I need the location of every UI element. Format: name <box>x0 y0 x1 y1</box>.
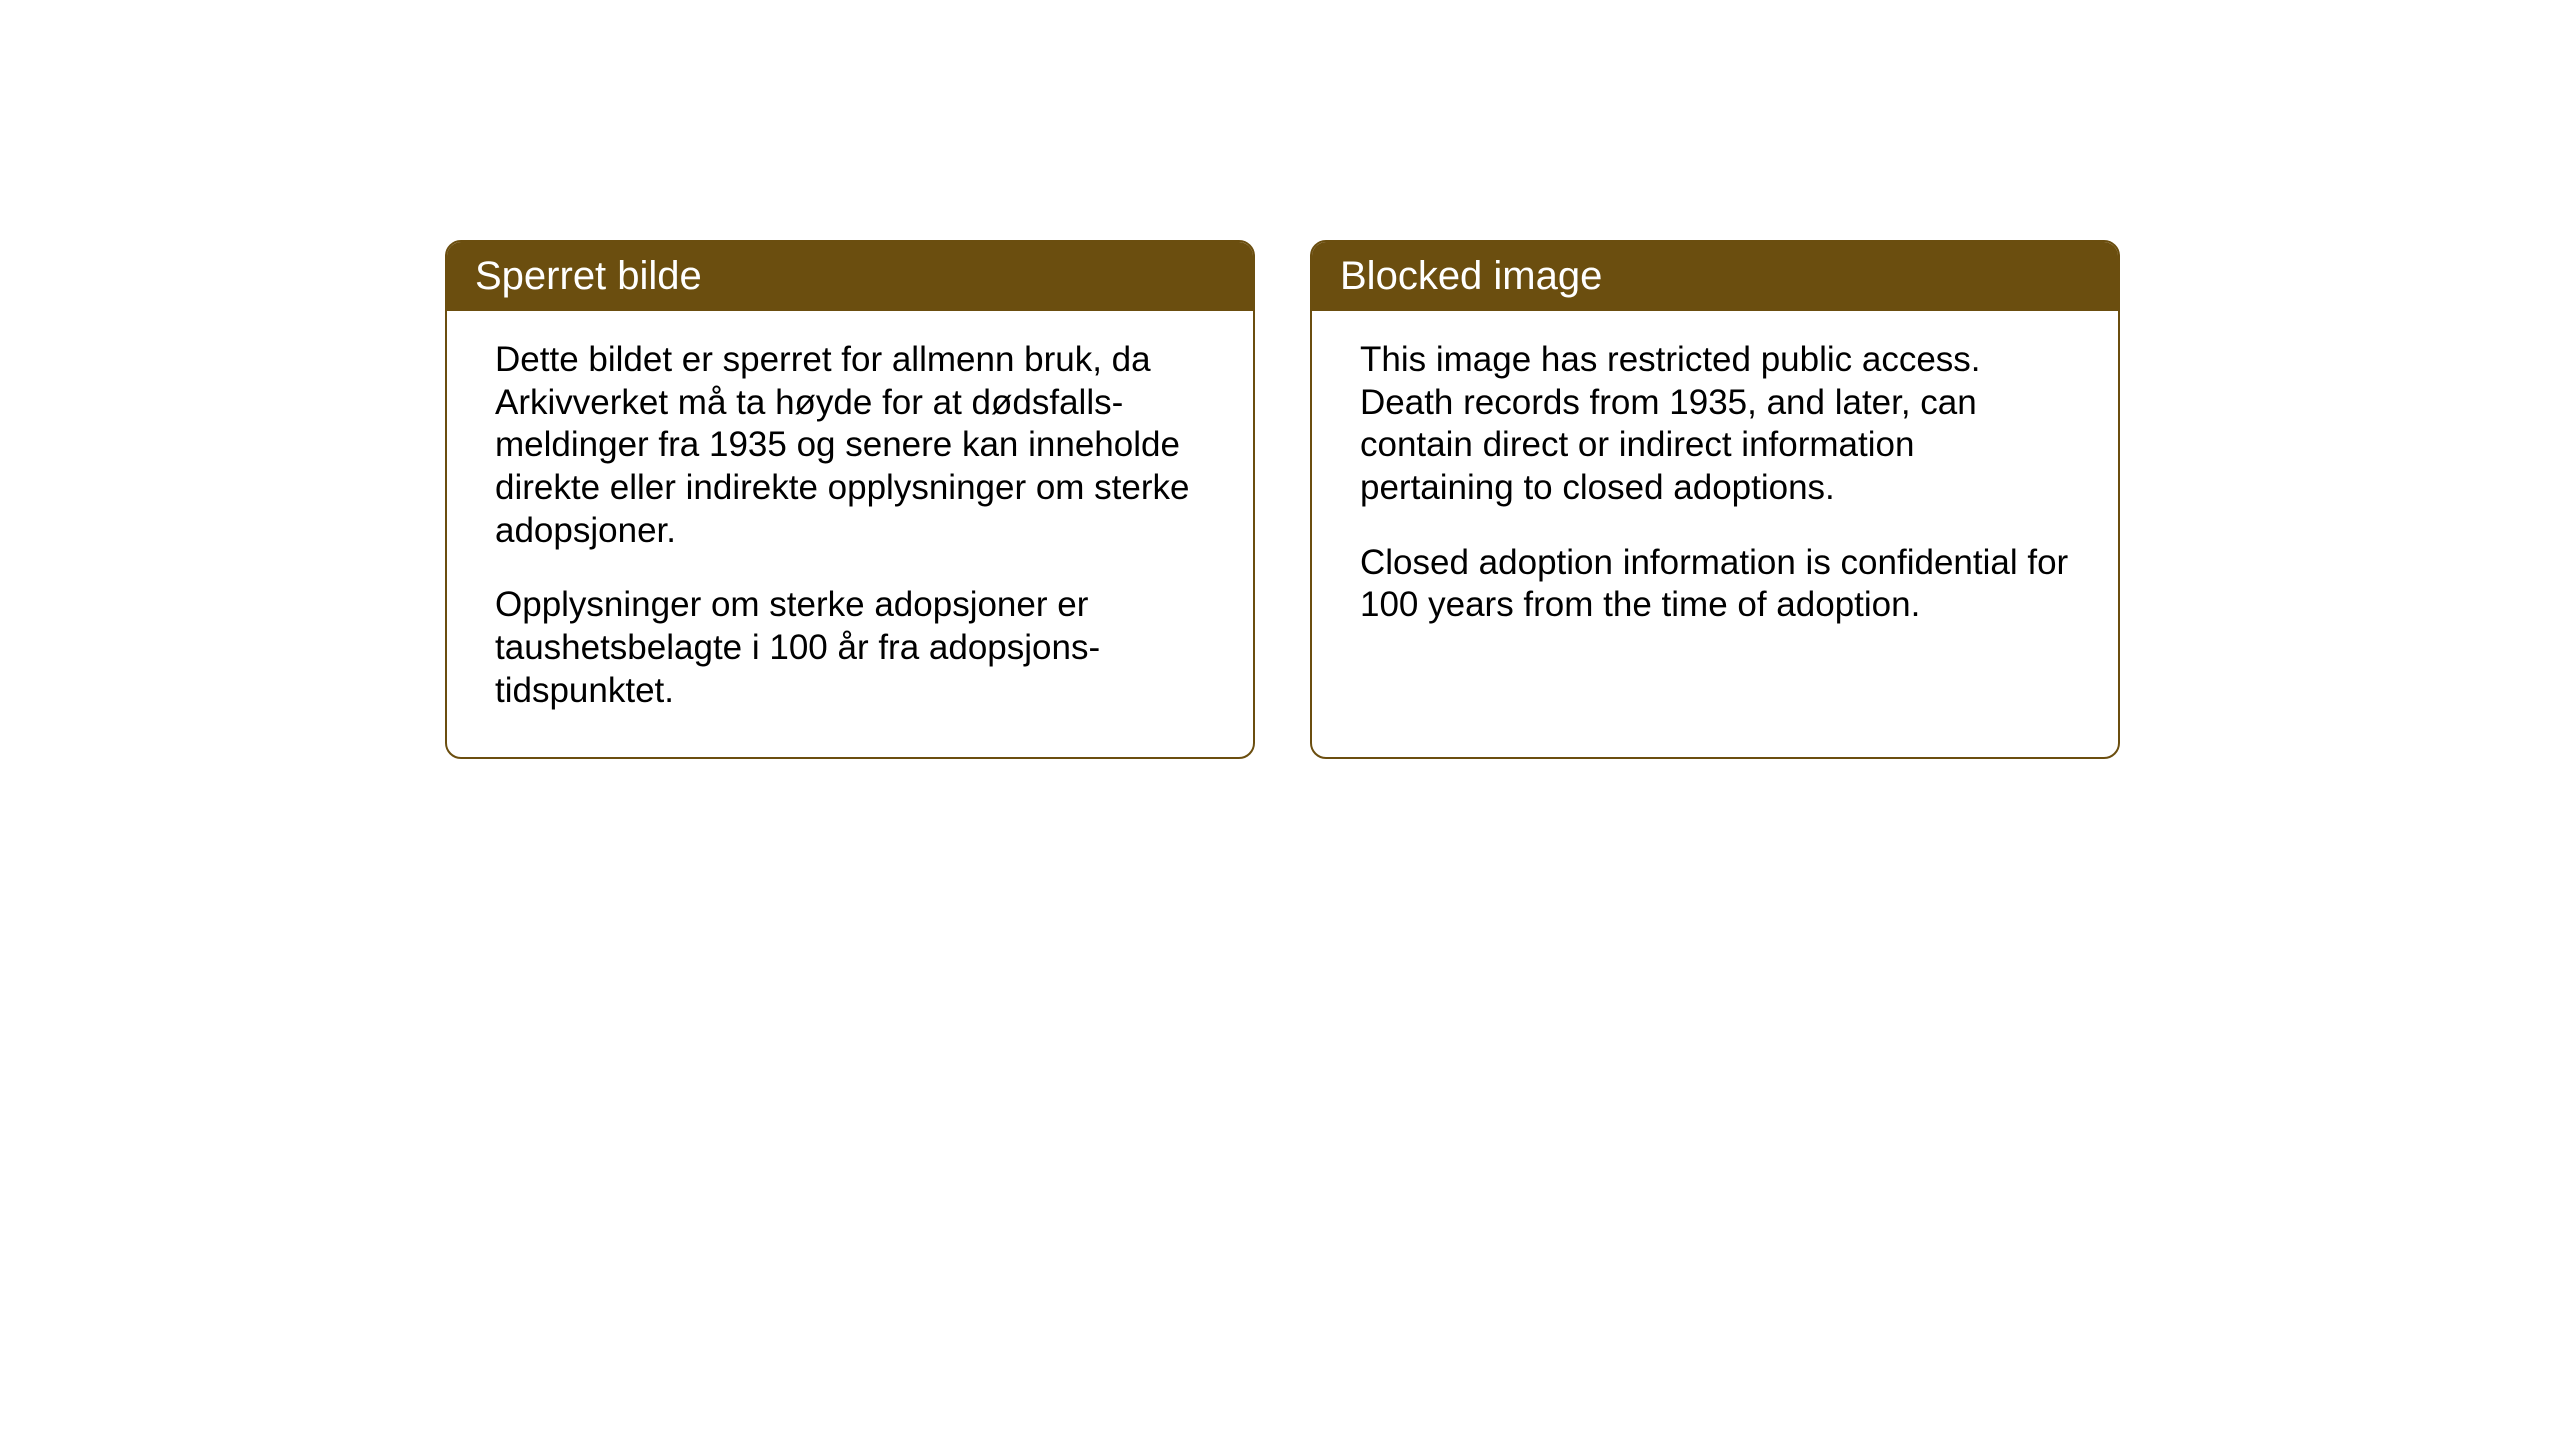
card-body-norwegian: Dette bildet er sperret for allmenn bruk… <box>447 311 1253 757</box>
card-paragraph-2-norwegian: Opplysninger om sterke adopsjoner er tau… <box>495 584 1205 712</box>
card-paragraph-2-english: Closed adoption information is confident… <box>1360 542 2070 627</box>
notice-card-norwegian: Sperret bilde Dette bildet er sperret fo… <box>445 240 1255 759</box>
card-body-english: This image has restricted public access.… <box>1312 311 2118 671</box>
notice-container: Sperret bilde Dette bildet er sperret fo… <box>445 240 2120 759</box>
card-paragraph-1-norwegian: Dette bildet er sperret for allmenn bruk… <box>495 339 1205 552</box>
card-header-norwegian: Sperret bilde <box>447 242 1253 311</box>
notice-card-english: Blocked image This image has restricted … <box>1310 240 2120 759</box>
card-title-norwegian: Sperret bilde <box>475 254 702 298</box>
card-header-english: Blocked image <box>1312 242 2118 311</box>
card-title-english: Blocked image <box>1340 254 1602 298</box>
card-paragraph-1-english: This image has restricted public access.… <box>1360 339 2070 510</box>
